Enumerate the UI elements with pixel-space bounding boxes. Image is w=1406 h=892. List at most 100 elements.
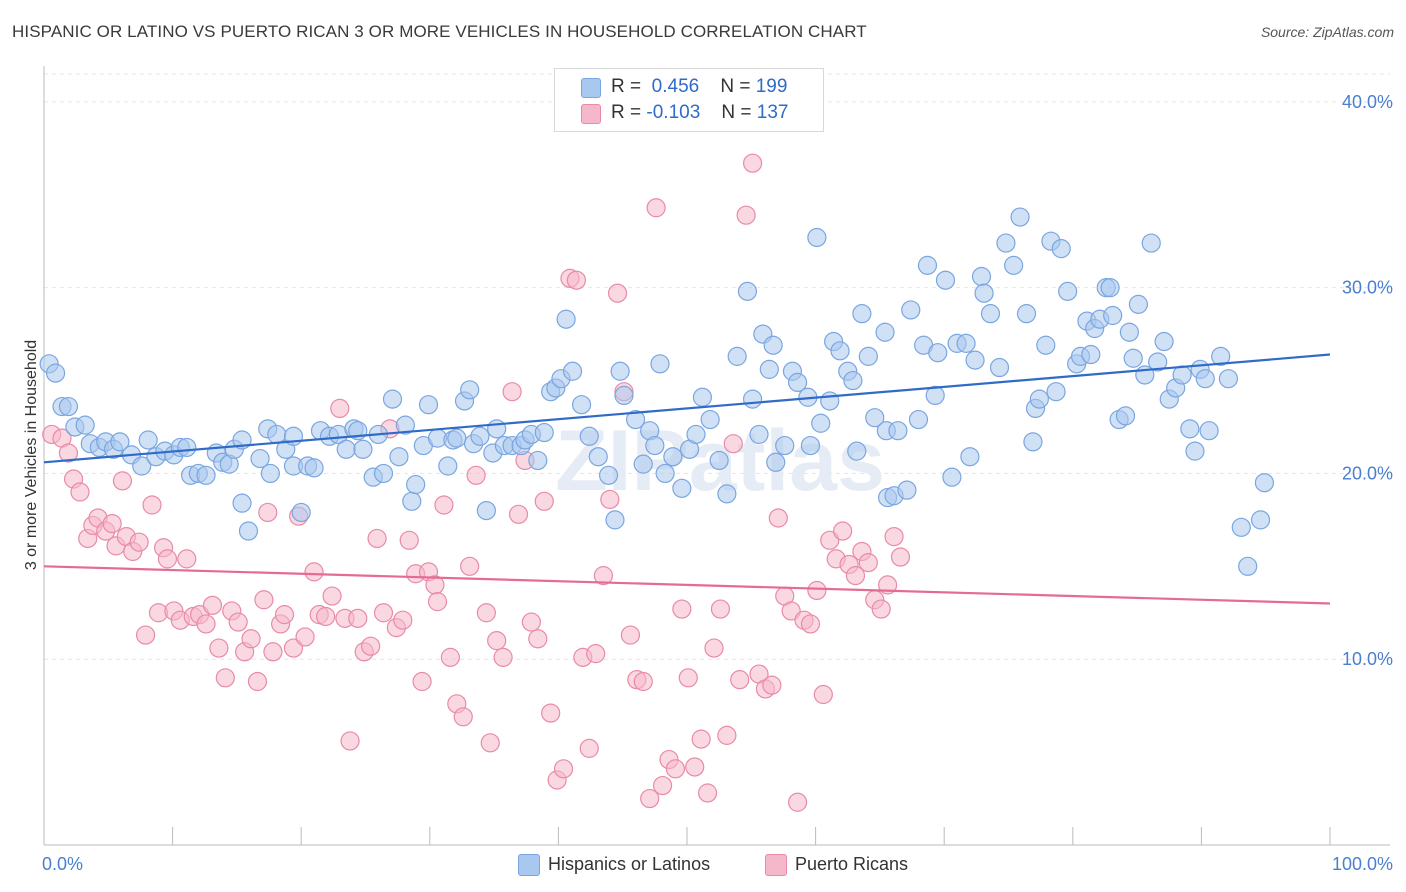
legend-n-label: N =	[720, 76, 751, 97]
hispanics-point	[787, 372, 808, 392]
hispanics-point	[960, 447, 980, 467]
hispanics-point	[650, 354, 670, 374]
puerto-ricans-point	[845, 566, 866, 586]
puerto-ricans-point	[460, 556, 480, 576]
hispanics-point	[1141, 233, 1161, 253]
hispanics-point	[373, 463, 394, 484]
puerto-ricans-point	[541, 703, 561, 723]
hispanics-point	[775, 435, 795, 456]
puerto-ricans-point	[640, 788, 660, 809]
puerto-ricans-point	[129, 532, 149, 552]
hispanics-point	[304, 458, 324, 478]
puerto-ricans-point	[710, 599, 731, 619]
hispanics-point	[908, 409, 929, 430]
x-tick-label-max: 100.0%	[1332, 854, 1393, 874]
puerto-ricans-point	[322, 586, 342, 606]
hispanics-point	[897, 480, 917, 500]
hispanics-point	[1123, 348, 1143, 368]
hispanics-point	[925, 385, 945, 406]
hispanics-point	[672, 478, 692, 498]
hispanics-point	[1036, 335, 1056, 355]
hispanics-point	[447, 428, 467, 448]
puerto-ricans-point	[807, 580, 827, 601]
puerto-ricans-point	[274, 605, 295, 625]
hispanics-point	[1010, 207, 1030, 227]
hispanics-point	[598, 465, 619, 485]
hispanics-point	[1029, 389, 1049, 409]
puerto-ricans-point	[295, 627, 315, 647]
legend-text-puerto-ricans: R = -0.103 N = 137	[611, 102, 788, 124]
puerto-ricans-point	[813, 684, 833, 705]
hispanics-point	[395, 415, 415, 435]
hispanics-point	[528, 450, 548, 471]
hispanics-point	[742, 389, 763, 409]
puerto-ricans-point	[453, 707, 473, 727]
hispanics-point	[843, 370, 863, 391]
legend-swatch-pink	[581, 104, 601, 124]
hispanics-point	[45, 363, 66, 383]
puerto-ricans-point	[723, 434, 743, 454]
x-tick-labels: 0.0% 100.0%	[42, 854, 1393, 874]
puerto-ricans-point	[678, 668, 698, 688]
y-tick-label: 10.0%	[1342, 649, 1393, 669]
hispanics-point	[1081, 344, 1101, 365]
puerto-ricans-point	[228, 612, 248, 632]
hispanics-point	[1199, 421, 1219, 441]
hispanics-point	[956, 333, 976, 353]
hispanics-point	[556, 309, 576, 329]
hispanics-point	[389, 447, 409, 467]
puerto-ricans-point	[487, 631, 507, 651]
puerto-ricans-point	[787, 792, 808, 812]
legend-r-label: R =	[611, 76, 642, 97]
hispanics-point	[709, 450, 729, 471]
hispanics-point	[260, 463, 280, 484]
hispanics-point	[1218, 369, 1239, 389]
puerto-ricans-point	[502, 382, 522, 402]
puerto-ricans-point	[361, 636, 381, 656]
puerto-ricans-point	[586, 644, 606, 664]
hispanics-point	[336, 439, 356, 459]
puerto-ricans-point	[768, 508, 788, 528]
hispanics-point	[1254, 473, 1275, 493]
hispanics-point	[1016, 304, 1037, 324]
puerto-ricans-point	[820, 530, 840, 550]
legend-text-hispanics: R = 0.456 N = 199	[611, 76, 787, 98]
puerto-ricans-point	[412, 671, 432, 692]
hispanics-point	[1046, 382, 1066, 402]
puerto-ricans-point	[340, 731, 360, 751]
puerto-ricans-point	[665, 759, 686, 779]
puerto-ricans-point	[258, 502, 278, 523]
chart-title: HISPANIC OR LATINO VS PUERTO RICAN 3 OR …	[12, 22, 867, 41]
source-label: Source: ZipAtlas.com	[1260, 24, 1394, 40]
hispanics-point	[1211, 346, 1231, 366]
puerto-ricans-point	[646, 198, 666, 218]
hispanics-point	[807, 227, 827, 248]
puerto-ricans-point	[566, 270, 587, 290]
legend-swatch-blue	[581, 78, 601, 98]
puerto-ricans-point	[528, 629, 548, 649]
hispanics-point	[800, 435, 821, 456]
bottom-legend-label-hispanics: Hispanics or Latinos	[548, 854, 711, 874]
hispanics-point	[571, 395, 592, 415]
puerto-ricans-point	[697, 783, 718, 803]
hispanics-point	[562, 361, 583, 381]
hispanics-point	[132, 456, 152, 476]
hispanics-point	[942, 467, 962, 487]
hispanics-point	[645, 435, 665, 456]
hispanics-points	[39, 207, 1275, 576]
puerto-ricans-point	[704, 638, 724, 658]
puerto-ricans-point	[440, 647, 460, 667]
hispanics-point	[382, 389, 403, 409]
puerto-ricans-point	[593, 566, 614, 586]
hispanics-point	[737, 281, 758, 301]
hispanics-point	[766, 452, 786, 472]
puerto-ricans-point	[736, 205, 756, 225]
puerto-ricans-point	[884, 526, 904, 547]
hispanics-point	[692, 387, 713, 407]
hispanics-point	[614, 385, 634, 406]
bottom-legend-swatch-pink	[765, 854, 787, 876]
hispanics-point	[663, 447, 683, 467]
puerto-ricans-point	[691, 729, 711, 749]
puerto-ricans-point	[579, 738, 599, 758]
puerto-ricans-point	[283, 638, 304, 658]
